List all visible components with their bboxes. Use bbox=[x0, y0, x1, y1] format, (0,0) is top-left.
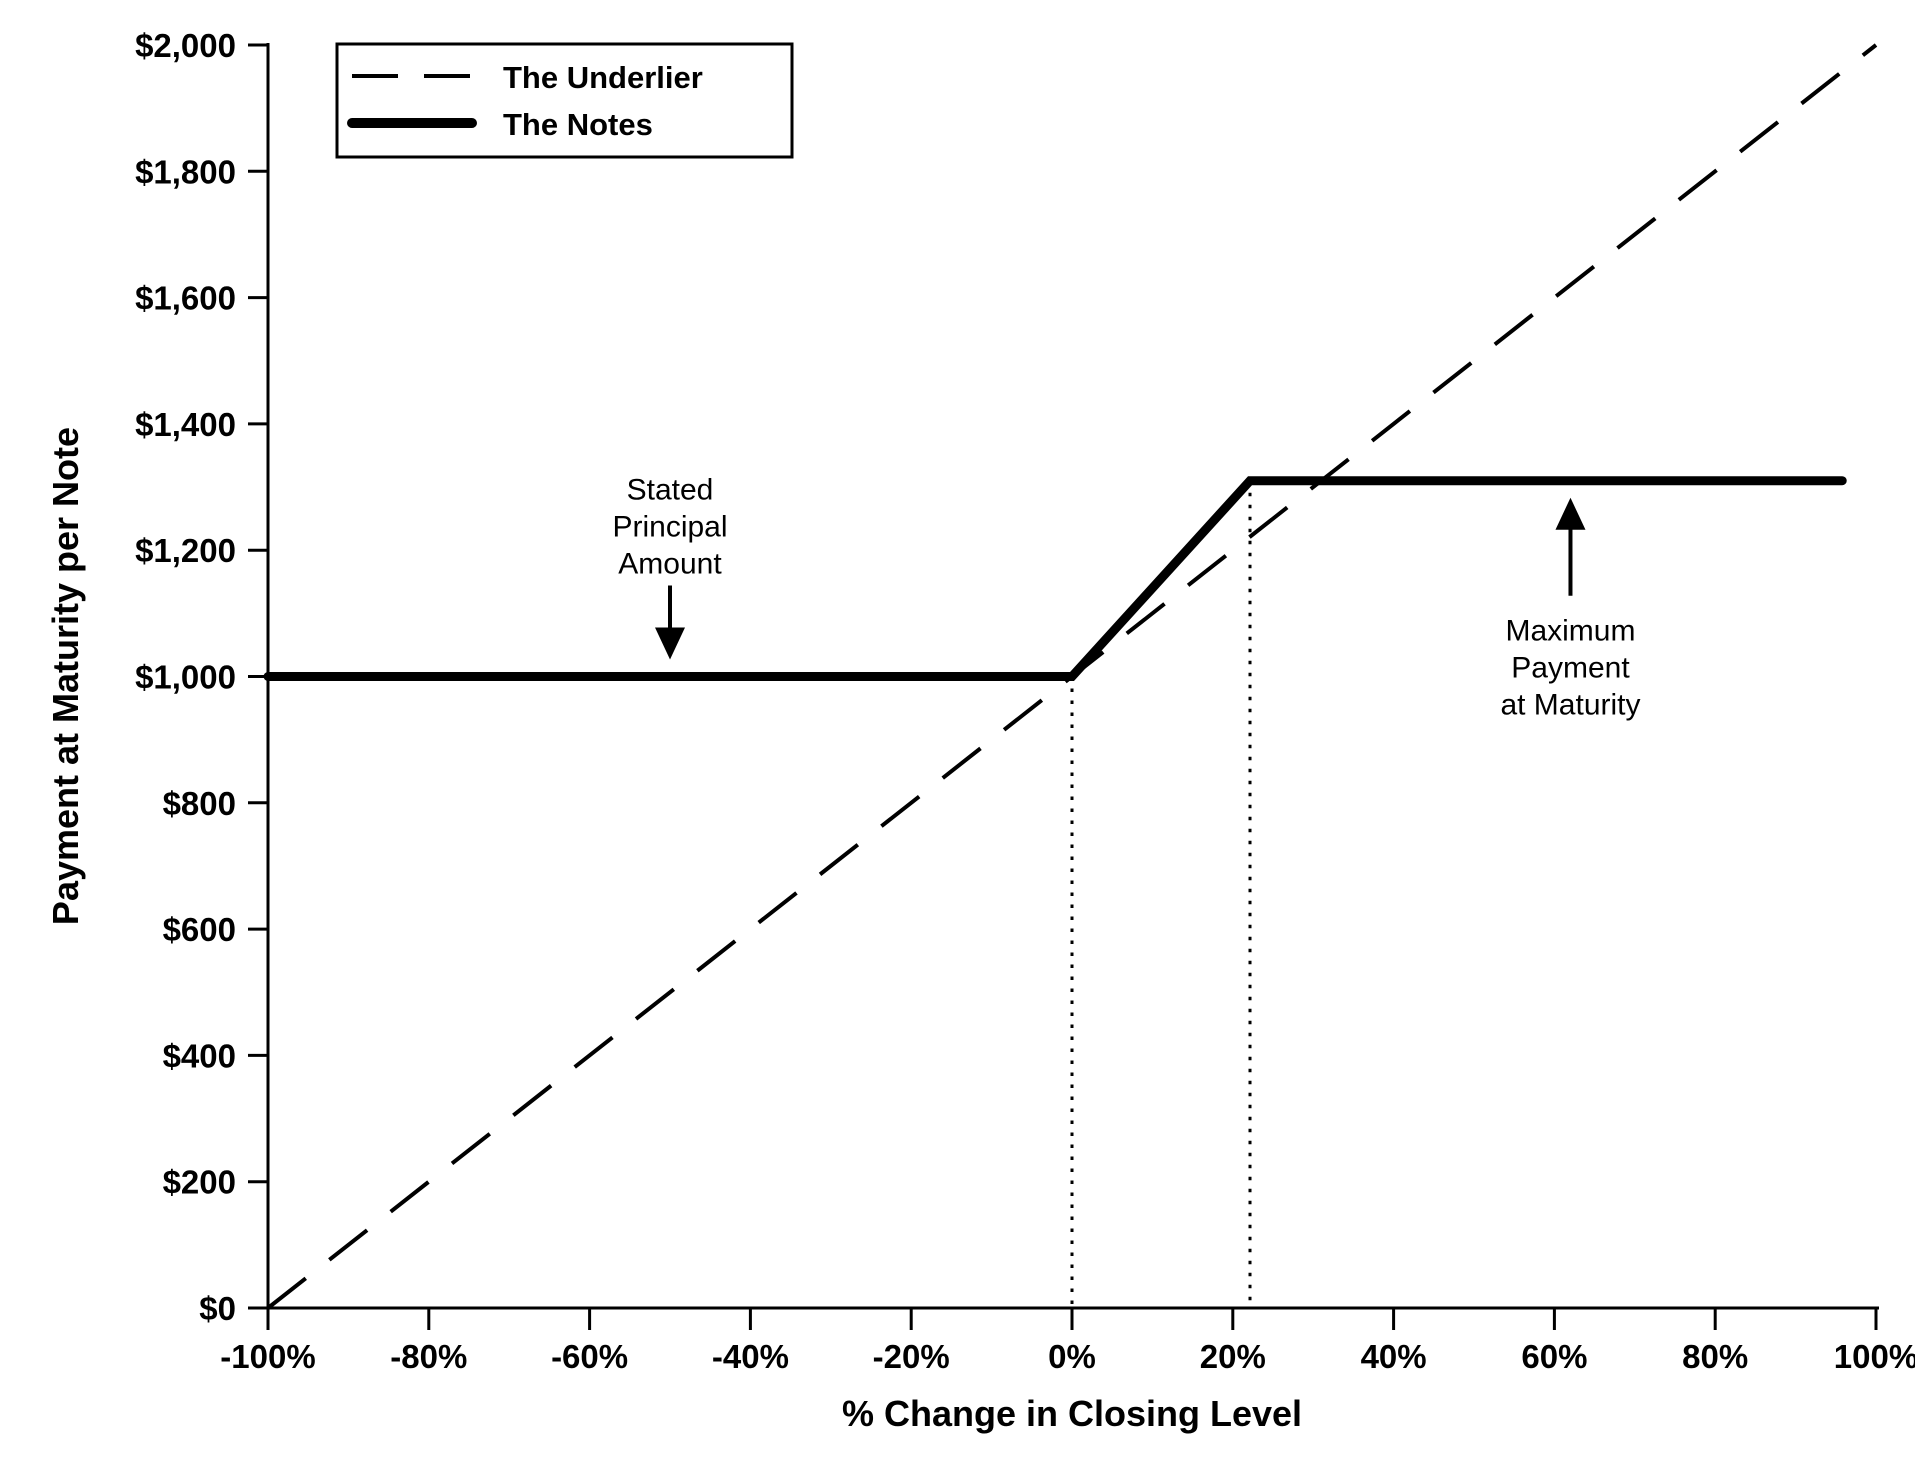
y-tick-label: $400 bbox=[163, 1037, 236, 1074]
x-tick-label: 0% bbox=[1048, 1338, 1096, 1375]
annotation-line: Payment bbox=[1511, 652, 1630, 685]
legend: The Underlier The Notes bbox=[335, 42, 794, 159]
x-axis-title: % Change in Closing Level bbox=[842, 1393, 1302, 1434]
x-tick-label: -60% bbox=[551, 1338, 628, 1375]
arrow-up-icon bbox=[1555, 497, 1586, 530]
annotation-line: Amount bbox=[618, 548, 722, 581]
annotation-maximum-payment: Maximum Payment at Maturity bbox=[1500, 497, 1641, 722]
y-tick-label: $1,800 bbox=[135, 153, 236, 190]
annotations: Stated Principal Amount Maximum Payment at Ma… bbox=[612, 474, 1640, 722]
y-tick-label: $1,600 bbox=[135, 280, 236, 317]
x-tick-label: 80% bbox=[1682, 1338, 1748, 1375]
x-tick-label: -100% bbox=[220, 1338, 315, 1375]
arrow-down-icon bbox=[655, 627, 685, 660]
x-tick-label: 40% bbox=[1361, 1338, 1427, 1375]
legend-underlier-label: The Underlier bbox=[503, 60, 703, 95]
series-the-notes bbox=[263, 476, 1847, 681]
y-tick-label: $600 bbox=[163, 911, 236, 948]
x-tick-label: 100% bbox=[1834, 1338, 1915, 1375]
x-tick-label: 60% bbox=[1521, 1338, 1587, 1375]
x-tick-label: -20% bbox=[873, 1338, 950, 1375]
x-tick-label: 20% bbox=[1200, 1338, 1266, 1375]
y-tick-label: $1,400 bbox=[135, 406, 236, 443]
x-tick-label: -80% bbox=[390, 1338, 467, 1375]
x-tick-label: -40% bbox=[712, 1338, 789, 1375]
axis-ticks: -100% -80% -60% -40% -20% 0% 20% 40% 60% 80% 100% $… bbox=[135, 27, 1915, 1375]
data-series bbox=[263, 43, 1878, 1310]
legend-notes-label: The Notes bbox=[503, 107, 653, 142]
y-tick-label: $800 bbox=[163, 785, 236, 822]
annotation-line: at Maturity bbox=[1500, 689, 1640, 722]
annotation-stated-principal: Stated Principal Amount bbox=[612, 474, 728, 660]
y-tick-label: $200 bbox=[163, 1164, 236, 1201]
annotation-line: Maximum bbox=[1505, 615, 1635, 648]
y-tick-label: $1,000 bbox=[135, 659, 236, 696]
y-tick-label: $2,000 bbox=[135, 27, 236, 64]
legend-box bbox=[335, 42, 794, 159]
y-tick-label: $0 bbox=[199, 1290, 236, 1327]
annotation-line: Principal bbox=[612, 511, 727, 544]
annotation-line: Stated bbox=[627, 474, 714, 507]
y-axis-title: Payment at Maturity per Note bbox=[45, 427, 86, 925]
y-tick-label: $1,200 bbox=[135, 532, 236, 569]
